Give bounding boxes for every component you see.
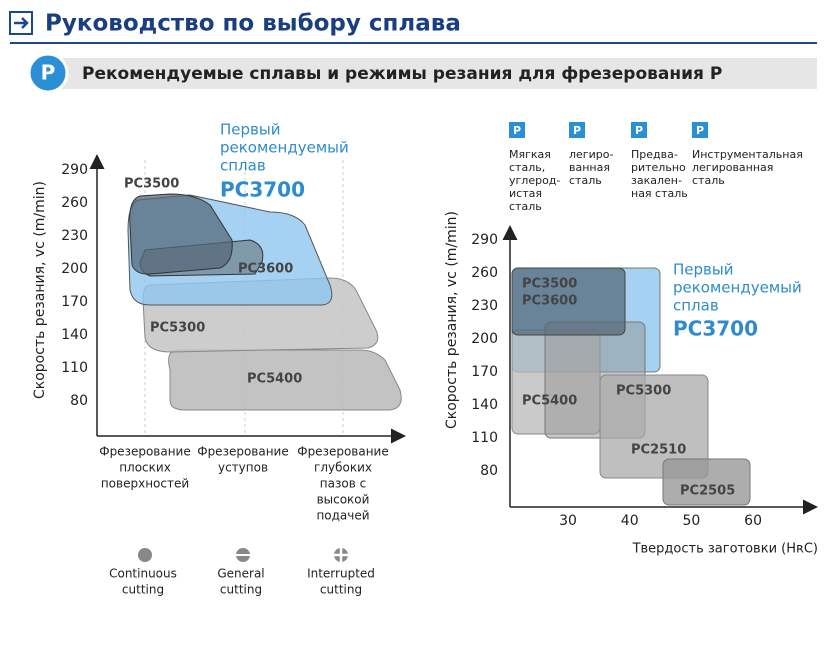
category-label: глубоких	[314, 461, 372, 475]
region-label: PC5300	[616, 384, 671, 399]
y-tick-label: 260	[471, 265, 498, 281]
y-tick-label: 290	[471, 232, 498, 248]
annotation: Первый	[220, 121, 280, 139]
region-label: PC5400	[247, 372, 302, 387]
x-tick-label: 50	[682, 513, 700, 529]
y-tick-label: 110	[471, 430, 498, 446]
region-label: PC3600	[238, 262, 293, 277]
group-label: сталь	[569, 174, 602, 187]
category-label: плоских	[119, 461, 171, 475]
y-axis-label: Скорость резания, vc (m/min)	[32, 181, 48, 399]
highlight: PC3700	[220, 178, 305, 202]
cutting-icon	[138, 548, 152, 562]
region-label: PC5400	[522, 394, 577, 409]
category-label: Фрезерование	[99, 445, 191, 459]
category-label: уступов	[218, 461, 268, 475]
y-tick-label: 230	[471, 298, 498, 314]
y-tick-label: 80	[70, 393, 88, 409]
region	[662, 458, 751, 506]
cutting-label: Interrupted	[307, 567, 375, 581]
category-label: подачей	[316, 509, 369, 523]
annotation: сплав	[673, 297, 719, 315]
y-tick-label: 170	[471, 364, 498, 380]
group-label: сталь,	[509, 161, 545, 174]
badge-text: P	[696, 124, 704, 137]
group-label: Мягкая	[509, 148, 551, 161]
group-label: Предва-	[631, 148, 678, 161]
title: Руководство по выбору сплава	[45, 11, 461, 37]
cutting-icon-gap	[333, 547, 349, 563]
x-tick-label: 60	[744, 513, 762, 529]
region	[511, 267, 626, 336]
region-label: PC5300	[150, 321, 205, 336]
badge	[509, 122, 525, 138]
badge	[27, 52, 69, 94]
cutting-label: Continuous	[109, 567, 177, 581]
group-label: рительно	[631, 161, 686, 174]
group-label: легиро-	[569, 148, 613, 161]
subtitle: Рекомендуемые сплавы и режимы резания дл…	[82, 64, 722, 84]
category-label: Фрезерование	[297, 445, 389, 459]
y-tick-label: 290	[61, 162, 88, 178]
annotation: рекомендуемый	[220, 139, 349, 157]
group-label: сталь	[509, 200, 542, 213]
y-tick-label: 200	[61, 261, 88, 277]
category-label: пазов с	[320, 477, 366, 491]
annotation: Первый	[673, 261, 733, 279]
group-label: ная сталь	[631, 187, 688, 200]
group-label: истая	[509, 187, 542, 200]
annotation: рекомендуемый	[673, 279, 802, 297]
region-label: PC2510	[631, 443, 686, 458]
annotation: сплав	[220, 157, 266, 175]
badge-text: P	[41, 61, 56, 85]
y-tick-label: 170	[61, 294, 88, 310]
badge-text: P	[635, 124, 643, 137]
group-label: легированная	[692, 161, 773, 174]
region-label: PC3500	[124, 177, 179, 192]
y-tick-label: 230	[61, 228, 88, 244]
left-chart: Скорость резания, vc (m/min) PC3500 PC36…	[32, 121, 406, 563]
icon	[9, 11, 33, 35]
group-label: Инструментальная	[692, 148, 803, 161]
region-label: PC3600	[522, 294, 577, 309]
region-label: PC2505	[680, 484, 735, 499]
y-tick-label: 110	[61, 360, 88, 376]
icon-arrow	[14, 17, 29, 29]
y-axis-label: Скорость резания, vc (m/min)	[444, 211, 460, 429]
y-tick-label: 140	[471, 397, 498, 413]
badge-text: P	[513, 124, 521, 137]
category-label: Фрезерование	[197, 445, 289, 459]
x-tick-label: 40	[621, 513, 639, 529]
cutting-label: cutting	[220, 583, 262, 597]
region	[599, 374, 709, 479]
group-label: закален-	[631, 174, 682, 187]
subheader-bar	[40, 58, 817, 89]
right-chart: Скорость резания, vc (m/min) Твердость з…	[444, 211, 818, 557]
badge	[692, 122, 708, 138]
region	[168, 349, 402, 411]
highlight: PC3700	[673, 317, 758, 341]
badge	[631, 122, 647, 138]
group-label: ванная	[569, 161, 610, 174]
cutting-label: cutting	[122, 583, 164, 597]
x-tick-label: 30	[559, 513, 577, 529]
x-axis-label: Твердость заготовки (HʀC)	[632, 542, 818, 557]
badge	[569, 122, 585, 138]
cutting-label: General	[217, 567, 264, 581]
category-label: поверхностей	[101, 477, 189, 491]
y-tick-label: 140	[61, 327, 88, 343]
category-label: высокой	[317, 493, 370, 507]
region	[129, 193, 233, 275]
cutting-icon-gap	[235, 554, 251, 556]
y-tick-label: 80	[480, 463, 498, 479]
region-label: PC3500	[522, 277, 577, 292]
y-tick-label: 260	[61, 195, 88, 211]
y-tick-label: 200	[471, 331, 498, 347]
group-label: углерод-	[509, 174, 560, 187]
group-label: сталь	[692, 174, 725, 187]
cutting-label: cutting	[320, 583, 362, 597]
badge-text: P	[573, 124, 581, 137]
